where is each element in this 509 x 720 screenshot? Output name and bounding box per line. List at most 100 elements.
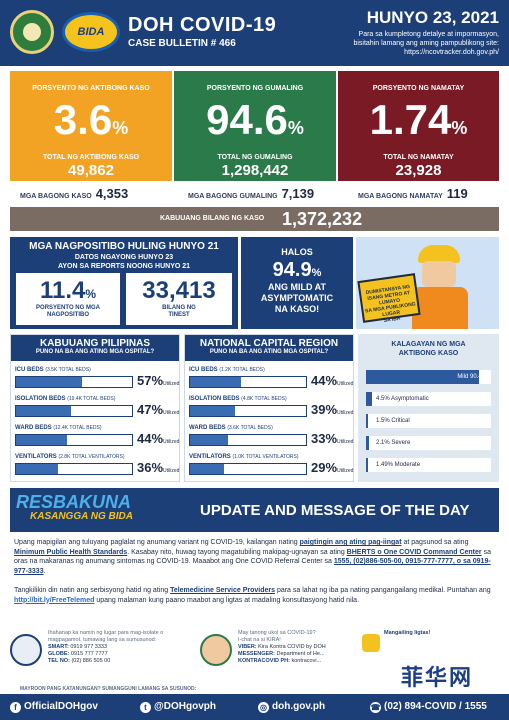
utilization-value: 44 — [137, 431, 152, 446]
utilization-bar — [189, 376, 307, 388]
update-title: UPDATE AND MESSAGE OF THE DAY — [200, 502, 470, 519]
kontracovid-value[interactable]: kontracovi... — [291, 658, 322, 664]
utilization-percent: 39%Utilized — [311, 402, 353, 417]
utilization-fill — [190, 406, 236, 416]
viber-value[interactable]: Kira Kontra COVID by DOH — [258, 644, 326, 650]
hospital-row: ISOLATION BEDS (4.8K TOTAL BEDS) 39%Util… — [189, 396, 353, 422]
hospital-row: ISOLATION BEDS (19.4K TOTAL BEDS) 47%Uti… — [15, 396, 180, 422]
msg-emphasis: paigtingin ang ating pag-iingat — [299, 539, 402, 546]
severity-title-1: KALAGAYAN NG MGA — [391, 341, 466, 348]
utilization-percent-sign: % — [151, 373, 164, 388]
isolation-contact: Ihahanap ka namin ng lugar para mag-isol… — [10, 630, 190, 686]
positivity-rate-card: 11.4% PORSYENTO NG MGA NAGPOSITIBO — [16, 273, 120, 325]
utilization-bar — [15, 376, 133, 388]
hotline[interactable]: ☎ (02) 894-COVID / 1555 — [370, 701, 487, 713]
twitter-link[interactable]: t @DOHgovph — [140, 701, 216, 713]
active-percent-value: 3.6 — [53, 96, 113, 143]
message-paragraph-1: Upang mapigilan ang tuluyang paglalat ng… — [14, 538, 495, 576]
info-url[interactable]: https://ncovtracker.doh.gov.ph/ — [404, 49, 499, 56]
globe-icon: ◎ — [258, 702, 269, 713]
tested-value: 33,413 — [142, 277, 216, 304]
utilization-bar — [15, 463, 133, 475]
deaths-total-label: TOTAL NG NAMATAY — [383, 154, 454, 161]
recovered-percent-value: 94.6 — [206, 96, 288, 143]
page-title: DOH COVID-19 — [128, 14, 277, 36]
utilization-percent: 57%Utilized — [137, 373, 179, 388]
utilization-value: 36 — [137, 460, 152, 475]
twitter-icon: t — [140, 702, 151, 713]
messenger-value[interactable]: Department of He... — [276, 651, 325, 657]
recovered-label: PORSYENTO NG GUMALING — [206, 85, 304, 92]
footer-bar: f OfficialDOHgov t @DOHgovph ◎ doh.gov.ph ☎… — [0, 694, 509, 720]
hard-hat-icon — [418, 245, 460, 263]
utilization-value: 57 — [137, 373, 152, 388]
utilized-label: Utilized — [163, 410, 180, 416]
tested-card: 33,413 BILANG NG TINEST — [126, 273, 232, 325]
worker-face-icon — [422, 261, 456, 287]
hand-icon — [362, 634, 380, 652]
asym-line-3: ANG MILD AT — [268, 282, 326, 292]
severity-label: Mild 90.4% — [457, 374, 487, 380]
isolation-contact-text: Ihahanap ka namin ng lugar para mag-isol… — [48, 630, 163, 665]
utilization-bar — [189, 434, 307, 446]
kira-contact: May tanong ukol sa COVID-19? I-chat na s… — [200, 630, 350, 686]
resbakuna-tagline: KASANGGA NG BIDA — [30, 511, 133, 522]
severity-fill — [366, 458, 368, 472]
utilization-bar — [189, 463, 307, 475]
globe-value[interactable]: 0915 777 7777 — [70, 651, 108, 657]
hospital-row-label: VENTILATORS (1.0K TOTAL VENTILATORS) — [189, 454, 351, 460]
msg-text: sa oras na makaranas ng anumang sintomas… — [14, 548, 491, 566]
viber-contact: VIBER: Kira Kontra COVID by DOH — [238, 644, 326, 651]
hotline-number[interactable]: (02) 894-COVID / 1555 — [384, 701, 487, 712]
bed-type: ISOLATION BEDS — [15, 396, 66, 402]
telemed-link[interactable]: http://bit.ly/FreeTelemed — [14, 596, 95, 604]
severity-row-mild: Mild 90.4% — [366, 370, 491, 384]
positivity-rate-unit: % — [85, 287, 97, 301]
severity-fill — [366, 436, 369, 450]
hospital-row-label: WARD BEDS (12.4K TOTAL BEDS) — [15, 425, 177, 431]
deaths-label: PORSYENTO NG NAMATAY — [372, 85, 465, 92]
msg-text: . — [43, 567, 46, 575]
smart-value[interactable]: 0919 977 3333 — [70, 644, 108, 650]
facebook-icon: f — [10, 702, 21, 713]
utilization-value: 47 — [137, 402, 152, 417]
facebook-link[interactable]: f OfficialDOHgov — [10, 701, 98, 713]
bed-type: VENTILATORS — [189, 454, 231, 460]
utilization-percent: 36%Utilized — [137, 460, 179, 475]
smart-key: SMART: — [48, 644, 69, 650]
utilization-percent-sign: % — [325, 402, 338, 417]
bed-total: (1.2K TOTAL BEDS) — [219, 367, 265, 373]
hospital-national-subtitle: PUNO NA BA ANG ATING MGA OSPITAL? — [35, 349, 155, 355]
hospital-ncr-title: NATIONAL CAPITAL REGION — [199, 338, 339, 349]
recovered-total-label: TOTAL NG GUMALING — [217, 154, 293, 161]
facebook-handle[interactable]: OfficialDOHgov — [24, 701, 98, 712]
utilization-value: 39 — [311, 402, 326, 417]
active-total: 49,862 — [68, 162, 114, 179]
globe-number: GLOBE: 0915 777 7777 — [48, 651, 163, 658]
active-percent-unit: % — [112, 118, 129, 138]
utilization-bar — [15, 434, 133, 446]
bed-type: VENTILATORS — [15, 454, 57, 460]
bed-type: WARD BEDS — [189, 425, 226, 431]
hospital-icon — [10, 634, 42, 666]
tel-number: TEL NO: (02) 886 505 00 — [48, 658, 163, 665]
globe-key: GLOBE: — [48, 651, 70, 657]
tel-value[interactable]: (02) 886 505 00 — [71, 658, 111, 664]
recovered-percent: 94.6% — [174, 98, 336, 150]
deaths-percent: 1.74% — [338, 98, 499, 150]
bed-total: (12.4K TOTAL BEDS) — [53, 425, 102, 431]
c3-line-1: Mangailing ligtas! — [384, 630, 431, 636]
twitter-handle[interactable]: @DOHgovph — [154, 701, 216, 712]
doh-seal-logo — [10, 10, 54, 54]
msg-text: para sa lahat ng iba pa nating pangangai… — [275, 587, 491, 594]
website-url[interactable]: doh.gov.ph — [272, 701, 326, 712]
utilization-fill — [190, 464, 224, 474]
hospital-ncr-subtitle: PUNO NA BA ANG ATING MGA OSPITAL? — [209, 349, 329, 355]
asym-line-5: NA KASO! — [274, 304, 320, 314]
positivity-panel: MGA NAGPOSITIBO HULING HUNYO 21 DATOS NG… — [10, 237, 238, 329]
hospital-row-label: VENTILATORS (2.8K TOTAL VENTILATORS) — [15, 454, 177, 460]
utilized-label: Utilized — [163, 439, 180, 445]
utilization-percent: 33%Utilized — [311, 431, 353, 446]
website-link[interactable]: ◎ doh.gov.ph — [258, 701, 325, 713]
msg-text: Upang mapigilan ang tuluyang paglalat ng… — [14, 539, 300, 546]
